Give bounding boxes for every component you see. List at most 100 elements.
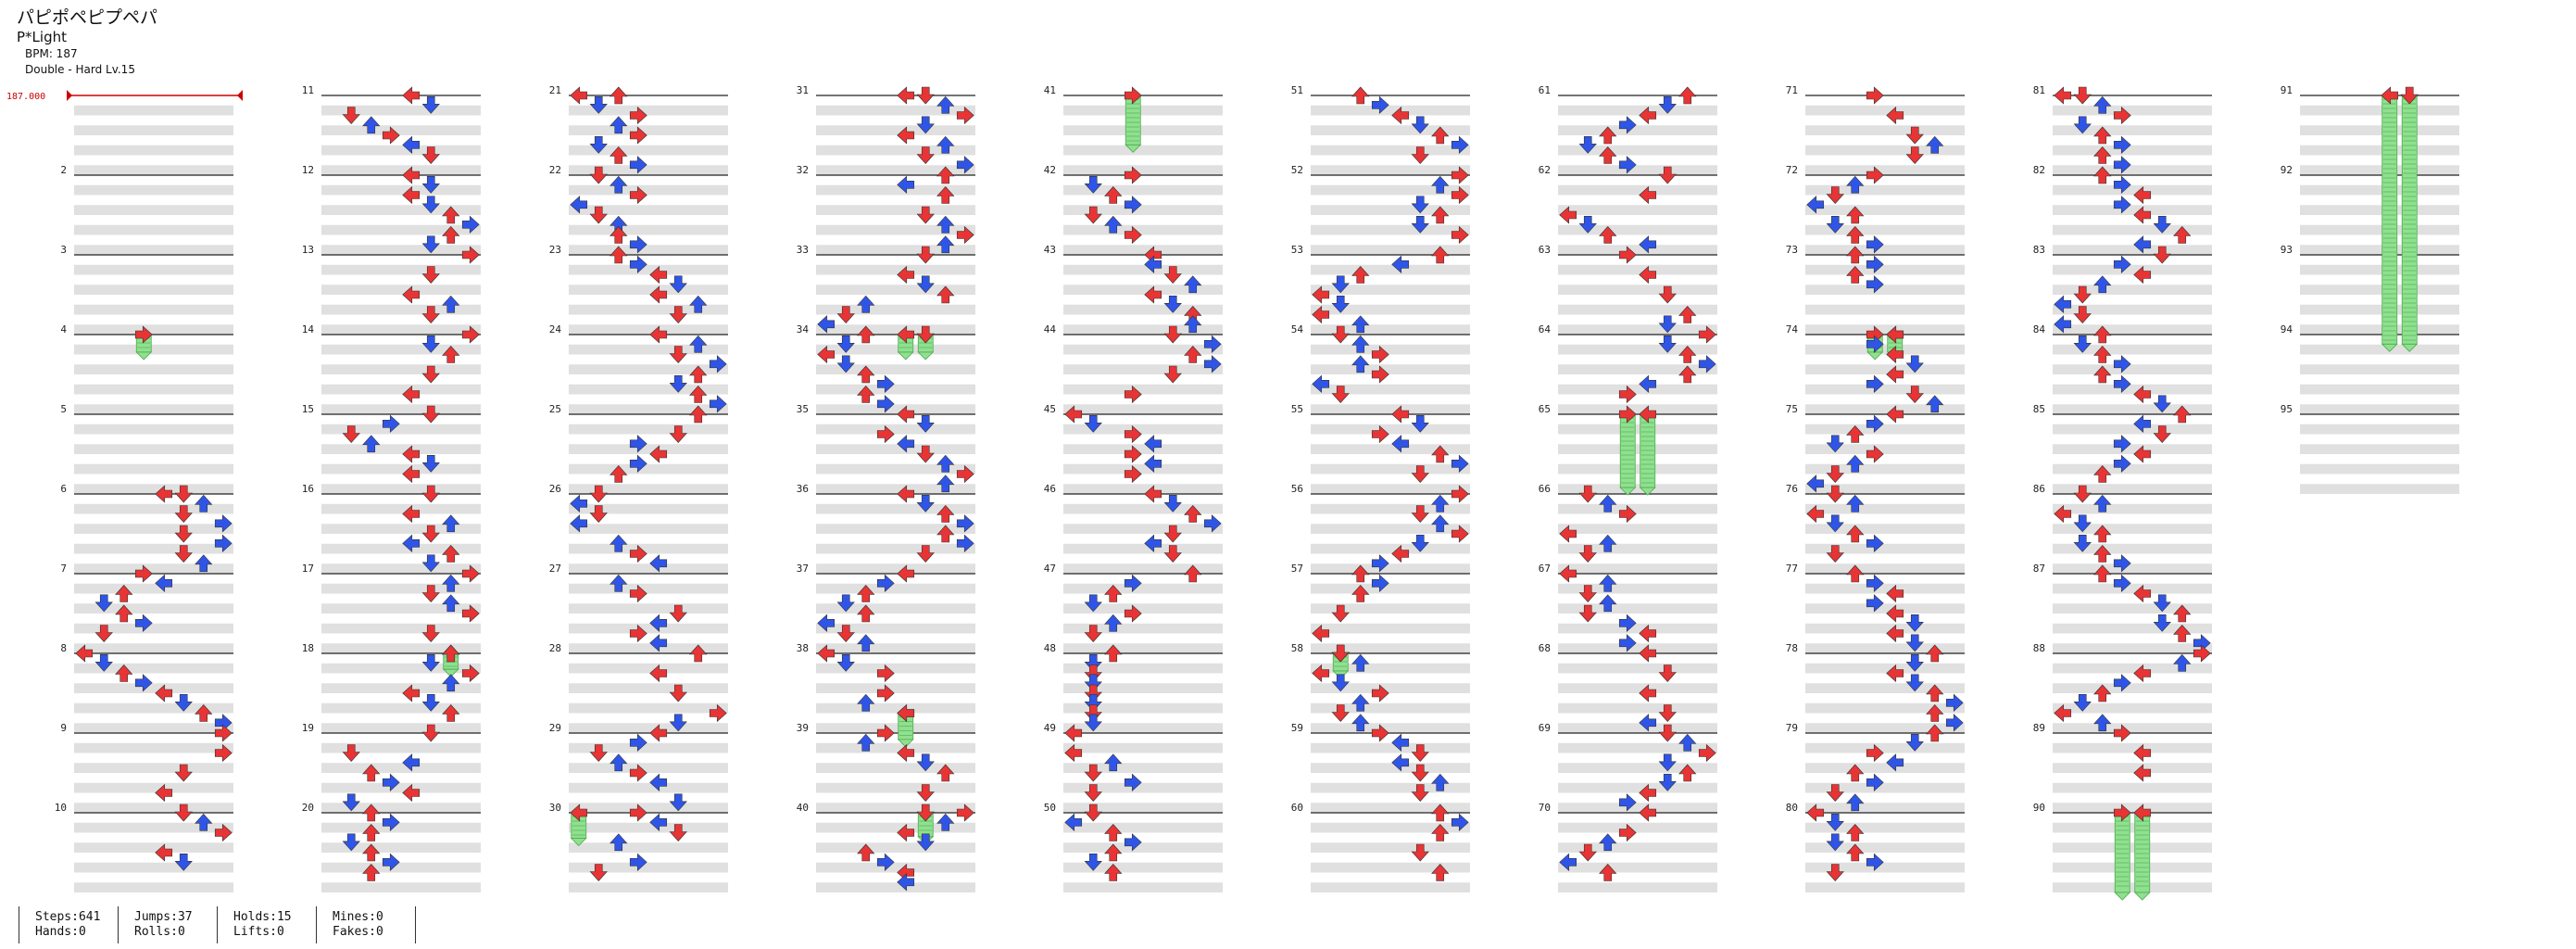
tap-up-arrow-icon <box>689 335 708 353</box>
tap-up-arrow-icon <box>195 554 213 573</box>
tap-down-arrow-icon <box>1084 764 1102 782</box>
tap-down-arrow-icon <box>589 864 608 881</box>
tap-down-arrow-icon <box>1411 465 1429 483</box>
tap-left-arrow-icon <box>2054 703 2072 723</box>
beat-stripe <box>1558 484 1717 494</box>
tap-right-arrow-icon <box>461 664 480 683</box>
tap-down-arrow-icon <box>916 275 935 294</box>
beat-stripe <box>569 503 728 514</box>
beat-stripe <box>74 643 233 653</box>
beat-stripe <box>74 623 233 634</box>
beat-stripe <box>74 264 233 275</box>
measure-number: 21 <box>549 84 561 96</box>
beat-stripe <box>1558 842 1717 853</box>
beat-stripe <box>816 524 975 534</box>
tap-down-arrow-icon <box>421 266 440 284</box>
tap-down-arrow-icon <box>1578 604 1597 623</box>
beat-stripe <box>321 285 481 295</box>
beat-stripe <box>1311 384 1470 395</box>
beat-stripe <box>1805 484 1965 494</box>
tap-up-arrow-icon <box>609 146 628 164</box>
beat-stripe <box>1805 344 1965 355</box>
tap-down-arrow-icon <box>1084 654 1102 672</box>
stat-mines-fakes: Mines:0 Fakes:0 <box>316 906 416 943</box>
beat-stripe <box>1063 702 1223 714</box>
beat-stripe <box>1063 822 1223 833</box>
beat-stripe <box>1805 424 1965 435</box>
tap-up-arrow-icon <box>1431 803 1450 822</box>
beat-stripe <box>74 304 233 315</box>
tap-up-arrow-icon <box>442 545 460 563</box>
tap-right-arrow-icon <box>1451 454 1469 473</box>
tap-up-arrow-icon <box>1431 206 1450 224</box>
beat-stripe <box>1558 245 1717 255</box>
stat-holds: Holds:15 <box>233 910 292 924</box>
tap-left-arrow-icon <box>155 783 173 803</box>
tap-up-arrow-icon <box>1351 86 1370 105</box>
tap-down-arrow-icon <box>174 803 193 822</box>
tap-down-arrow-icon <box>1905 355 1924 373</box>
tap-up-arrow-icon <box>195 813 213 831</box>
measure-number: 35 <box>797 403 809 415</box>
tap-left-arrow-icon <box>1639 374 1657 393</box>
tap-down-arrow-icon <box>916 146 935 164</box>
beat-stripe <box>816 304 975 315</box>
beat-stripe <box>1558 702 1717 714</box>
tap-right-arrow-icon <box>2113 454 2131 473</box>
tap-up-arrow-icon <box>1431 246 1450 264</box>
tap-right-arrow-icon <box>956 225 974 245</box>
tap-up-arrow-icon <box>609 574 628 592</box>
tap-down-arrow-icon <box>836 594 855 613</box>
beat-stripe <box>1805 882 1965 892</box>
beat-stripe <box>1805 683 1965 693</box>
tap-down-arrow-icon <box>1658 166 1677 184</box>
tap-up-arrow-icon <box>936 95 955 114</box>
tap-down-arrow-icon <box>1084 714 1102 732</box>
beat-stripe <box>2053 543 2212 554</box>
tap-notes <box>75 86 2211 892</box>
beat-stripe <box>2053 463 2212 474</box>
beat-stripe <box>2053 184 2212 196</box>
tap-up-arrow-icon <box>2093 684 2112 702</box>
tap-right-arrow-icon <box>1124 385 1142 404</box>
beat-stripe <box>74 184 233 196</box>
tap-up-arrow-icon <box>857 733 875 752</box>
tap-down-arrow-icon <box>1658 704 1677 722</box>
tap-down-arrow-icon <box>916 116 935 134</box>
tap-left-arrow-icon <box>1886 624 1904 643</box>
tap-left-arrow-icon <box>1886 604 1904 623</box>
beat-stripe <box>1311 803 1470 813</box>
tap-up-arrow-icon <box>1351 714 1370 732</box>
beat-stripe <box>2053 424 2212 435</box>
beat-stripe <box>1063 264 1223 275</box>
tap-right-arrow-icon <box>461 246 480 264</box>
tap-up-arrow-icon <box>857 585 875 602</box>
hold-tail <box>2381 343 2398 352</box>
hold-tail <box>135 351 153 361</box>
tap-up-arrow-icon <box>1678 764 1697 782</box>
tap-up-arrow-icon <box>362 824 381 841</box>
tap-right-arrow-icon <box>1945 693 1964 712</box>
beat-stripe <box>1063 424 1223 435</box>
tap-left-arrow-icon <box>1391 435 1410 453</box>
tap-down-arrow-icon <box>1411 764 1429 782</box>
tap-down-arrow-icon <box>669 425 687 443</box>
tap-left-arrow-icon <box>897 703 915 723</box>
beat-stripe <box>2053 245 2212 255</box>
beat-stripe <box>2053 503 2212 514</box>
beat-stripe <box>1805 583 1965 594</box>
stat-jumps-rolls: Jumps:37 Rolls:0 <box>118 906 217 943</box>
chart-stats: Steps:641 Hands:0 Jumps:37 Rolls:0 Holds… <box>19 906 416 943</box>
tap-down-arrow-icon <box>589 96 608 114</box>
tap-up-arrow-icon <box>1846 843 1865 862</box>
tap-right-arrow-icon <box>461 604 480 623</box>
tap-right-arrow-icon <box>1371 95 1389 114</box>
beat-stripe <box>321 165 481 175</box>
tap-left-arrow-icon <box>2133 764 2152 782</box>
beat-stripe <box>321 145 481 156</box>
beat-stripe <box>1311 882 1470 892</box>
tap-up-arrow-icon <box>1104 864 1123 881</box>
hold-tail <box>442 668 459 677</box>
tap-left-arrow-icon <box>1064 813 1083 831</box>
beat-stripe <box>569 304 728 315</box>
